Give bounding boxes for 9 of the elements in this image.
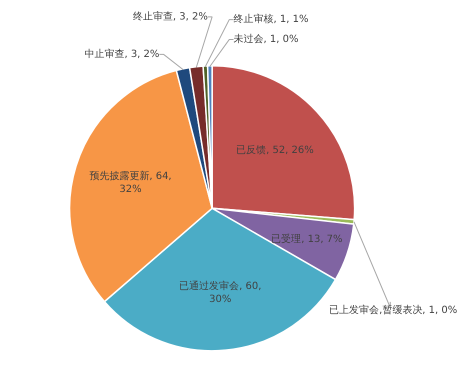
slice-label: 已受理, 13, 7% <box>271 232 343 245</box>
slice-label: 终止审核, 1, 1% <box>234 13 308 26</box>
slice-label: 中止审查, 3, 2% <box>84 48 160 60</box>
slice-label: 未过会, 1, 0% <box>234 33 298 46</box>
slice-label: 已上发审会,暂缓表决, 1, 0% <box>329 304 458 316</box>
slice-label: 终止审查, 3, 2% <box>132 10 208 22</box>
slice-label: 预先披露更新, 64, 32% <box>89 170 172 196</box>
slice-label: 已通过发审会, 60, 30% <box>179 280 262 306</box>
slice-label: 已反馈, 52, 26% <box>236 144 314 156</box>
